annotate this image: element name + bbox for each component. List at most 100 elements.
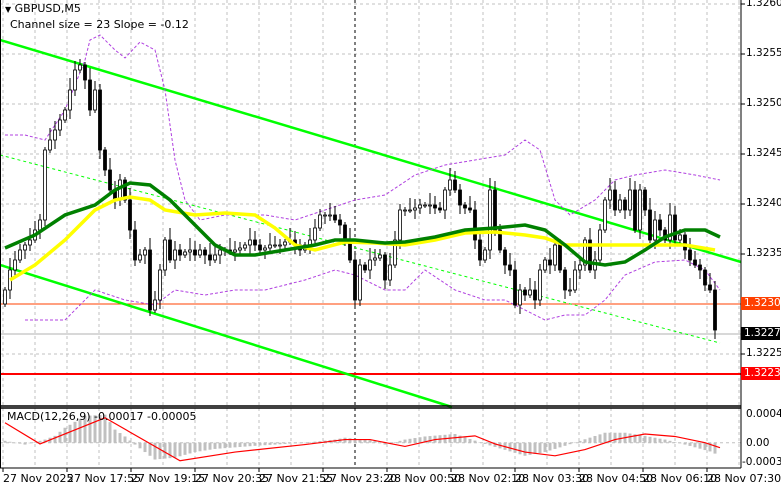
macd-bar — [643, 435, 647, 443]
macd-bar — [583, 439, 587, 443]
candle-down — [353, 259, 357, 301]
macd-bar — [358, 439, 362, 443]
candle-up — [443, 189, 447, 211]
price-tick: 1.3260 — [746, 0, 781, 9]
macd-bar — [293, 442, 297, 444]
collapse-triangle-icon[interactable]: ▼ — [5, 5, 12, 14]
macd-bar — [393, 442, 397, 443]
candle-down — [193, 249, 197, 256]
macd-bar — [348, 438, 352, 443]
macd-bar — [243, 442, 247, 447]
macd-bar — [658, 438, 662, 443]
candle-down — [83, 64, 87, 81]
candle-up — [608, 189, 612, 201]
macd-bar — [628, 433, 632, 443]
macd-bar — [158, 442, 162, 460]
candle-up — [323, 214, 327, 217]
candle-up — [143, 249, 147, 256]
candle-up — [568, 289, 572, 292]
candle-up — [318, 214, 322, 229]
candle-down — [253, 239, 257, 246]
candle-down — [133, 229, 137, 261]
macd-bar — [553, 442, 557, 449]
candle-up — [238, 247, 242, 251]
macd-bar — [238, 442, 242, 447]
time-tick: 27 Nov 19:15 — [131, 472, 206, 485]
candle-down — [498, 229, 502, 251]
candle-up — [538, 269, 542, 301]
macd-bar — [403, 439, 407, 443]
macd-bar — [593, 436, 597, 443]
macd-bar — [173, 442, 177, 458]
candle-down — [453, 179, 457, 191]
time-tick: 28 Nov 03:30 — [515, 472, 590, 485]
macd-bar — [153, 442, 157, 460]
macd-bar — [703, 442, 707, 451]
macd-bar — [203, 442, 207, 451]
macd-bar — [43, 439, 47, 443]
candle-up — [368, 259, 372, 271]
candle-down — [523, 289, 527, 296]
macd-bar — [123, 436, 127, 443]
candle-up — [618, 199, 622, 211]
candle-down — [438, 207, 442, 211]
macd-bar — [698, 442, 702, 449]
macd-bar — [373, 440, 377, 443]
candle-up — [428, 204, 432, 207]
macd-bar — [73, 421, 77, 443]
macd-bar — [303, 442, 307, 444]
candle-up — [628, 189, 632, 211]
candle-up — [543, 259, 547, 271]
candle-up — [58, 119, 62, 131]
candle-up — [3, 289, 7, 305]
macd-bar — [573, 442, 577, 444]
macd-bar — [378, 442, 382, 444]
candle-down — [123, 179, 127, 201]
candle-down — [643, 189, 647, 211]
grid — [0, 0, 741, 468]
price-tick: 1.3250 — [746, 97, 781, 109]
price-level-label: 1.3227 — [741, 327, 781, 340]
macd-bar — [63, 427, 67, 443]
candle-down — [648, 209, 652, 241]
macd-bar — [258, 442, 262, 446]
candle-up — [603, 199, 607, 231]
macd-bar — [228, 442, 232, 448]
macd-bar — [353, 438, 357, 443]
macd-bar — [13, 442, 17, 444]
macd-bar — [463, 437, 467, 443]
candle-up — [373, 257, 377, 261]
channel-info: Channel size = 23 Slope = -0.12 — [10, 18, 189, 31]
macd-bar — [483, 442, 487, 444]
macd-bar — [8, 441, 12, 443]
candle-up — [73, 69, 77, 91]
candle-up — [403, 209, 407, 212]
candle-up — [153, 299, 157, 311]
price-level-label: 1.3223 — [741, 367, 781, 380]
candle-up — [448, 179, 452, 191]
candle-down — [343, 224, 347, 241]
moving-average-fast — [4, 181, 721, 267]
macd-bar — [273, 442, 277, 445]
time-tick: 28 Nov 06:10 — [643, 472, 718, 485]
macd-bar — [423, 436, 427, 443]
macd-bar — [588, 437, 592, 443]
macd-bar — [268, 442, 272, 445]
time-tick: 28 Nov 02:10 — [451, 472, 526, 485]
candle-down — [258, 244, 262, 251]
chart-frame — [0, 0, 745, 472]
moving-average-slow — [9, 195, 716, 282]
macd-bar — [713, 442, 717, 454]
macd-bar — [413, 438, 417, 443]
macd-bar — [508, 442, 512, 452]
macd-bar — [208, 442, 212, 450]
macd-bar — [278, 442, 282, 445]
macd-bar — [638, 435, 642, 443]
bollinger-upper — [5, 34, 721, 221]
candle-up — [408, 209, 412, 212]
macd-bar — [653, 437, 657, 443]
candle-up — [38, 219, 42, 231]
symbol-header[interactable]: ▼ GBPUSD,M5 — [5, 2, 81, 15]
candle-down — [208, 254, 212, 261]
